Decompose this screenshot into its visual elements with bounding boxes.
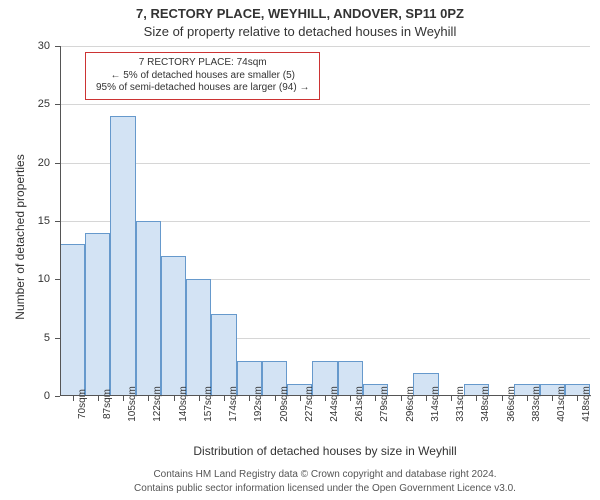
histogram-bar bbox=[186, 279, 211, 396]
gridline bbox=[60, 46, 590, 47]
chart-plot-area: 05101520253070sqm87sqm105sqm122sqm140sqm… bbox=[60, 46, 590, 396]
xtick-mark bbox=[375, 396, 376, 401]
xtick-mark bbox=[73, 396, 74, 401]
xtick-mark bbox=[451, 396, 452, 401]
ytick-label: 30 bbox=[38, 40, 50, 52]
footer-line-1: Contains HM Land Registry data © Crown c… bbox=[60, 469, 590, 480]
ytick-label: 5 bbox=[44, 332, 50, 344]
xtick-mark bbox=[552, 396, 553, 401]
annotation-line: 7 RECTORY PLACE: 74sqm bbox=[96, 57, 309, 70]
y-axis-line bbox=[60, 46, 61, 396]
chart-title-sub: Size of property relative to detached ho… bbox=[0, 24, 600, 39]
ytick-label: 20 bbox=[38, 157, 50, 169]
xtick-mark bbox=[123, 396, 124, 401]
xtick-mark bbox=[527, 396, 528, 401]
xtick-mark bbox=[476, 396, 477, 401]
histogram-bar bbox=[136, 221, 161, 396]
xtick-mark bbox=[300, 396, 301, 401]
histogram-bar bbox=[85, 233, 110, 396]
histogram-bar bbox=[110, 116, 135, 396]
x-axis-label: Distribution of detached houses by size … bbox=[60, 444, 590, 458]
annotation-box: 7 RECTORY PLACE: 74sqm← 5% of detached h… bbox=[85, 52, 320, 100]
histogram-bar bbox=[211, 314, 236, 396]
x-axis-line bbox=[60, 395, 590, 396]
xtick-mark bbox=[98, 396, 99, 401]
gridline bbox=[60, 163, 590, 164]
annotation-line: ← 5% of detached houses are smaller (5) bbox=[96, 70, 309, 83]
xtick-mark bbox=[224, 396, 225, 401]
histogram-bar bbox=[60, 244, 85, 396]
xtick-mark bbox=[401, 396, 402, 401]
ytick-label: 0 bbox=[44, 390, 50, 402]
xtick-mark bbox=[249, 396, 250, 401]
y-axis-label: Number of detached properties bbox=[13, 87, 27, 387]
ytick-mark bbox=[55, 396, 60, 397]
xtick-mark bbox=[174, 396, 175, 401]
gridline bbox=[60, 104, 590, 105]
ytick-label: 25 bbox=[38, 98, 50, 110]
xtick-mark bbox=[148, 396, 149, 401]
xtick-mark bbox=[275, 396, 276, 401]
xtick-label: 348sqm bbox=[480, 386, 491, 422]
annotation-line: 95% of semi-detached houses are larger (… bbox=[96, 82, 309, 95]
xtick-mark bbox=[426, 396, 427, 401]
ytick-label: 15 bbox=[38, 215, 50, 227]
xtick-label: 279sqm bbox=[379, 386, 390, 422]
ytick-label: 10 bbox=[38, 273, 50, 285]
chart-title-main: 7, RECTORY PLACE, WEYHILL, ANDOVER, SP11… bbox=[0, 6, 600, 21]
xtick-mark bbox=[577, 396, 578, 401]
xtick-label: 314sqm bbox=[430, 386, 441, 422]
xtick-mark bbox=[502, 396, 503, 401]
footer-line-2: Contains public sector information licen… bbox=[60, 483, 590, 494]
xtick-mark bbox=[350, 396, 351, 401]
xtick-label: 418sqm bbox=[581, 386, 592, 422]
xtick-mark bbox=[199, 396, 200, 401]
histogram-bar bbox=[161, 256, 186, 396]
xtick-mark bbox=[325, 396, 326, 401]
